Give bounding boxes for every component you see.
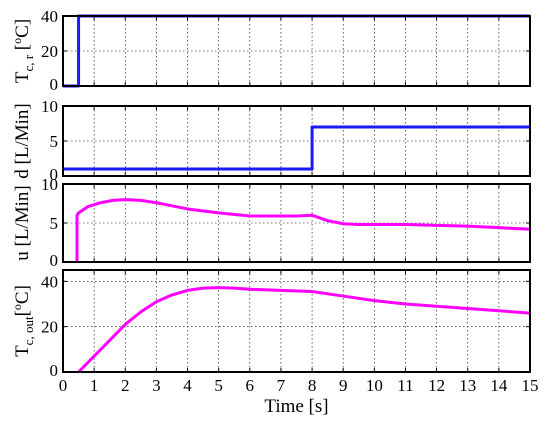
x-tick-label: 0	[59, 376, 68, 395]
y-tick-label: 40	[41, 7, 58, 26]
axes-frame	[62, 15, 531, 87]
axes-frame	[62, 105, 531, 177]
y-axis-label-part: o	[10, 38, 24, 44]
series-line-1	[75, 198, 531, 262]
x-tick-label: 2	[121, 376, 130, 395]
y-axis-label-part: [	[12, 44, 33, 55]
x-tick-label: 3	[152, 376, 161, 395]
y-axis-label: d [L/Min]	[12, 103, 33, 178]
y-axis-label-part: c, out	[21, 316, 36, 345]
y-axis-label-part: T	[12, 71, 33, 83]
series-line-1	[77, 286, 531, 374]
y-axis-label-part: c, r	[21, 54, 36, 71]
y-tick-label: 0	[50, 251, 59, 270]
x-tick-label: 5	[214, 376, 223, 395]
y-tick-label: 0	[50, 75, 59, 94]
panel-1: 0 20 40 Tc, r [oC]	[10, 7, 531, 94]
y-tick-label: 40	[41, 272, 58, 291]
y-axis-label-part: o	[10, 304, 24, 310]
y-axis-label: Tc, r [oC]	[10, 19, 36, 83]
x-tick-label: 9	[339, 376, 348, 395]
x-tick-label: 1	[90, 376, 99, 395]
x-tick-label: 15	[522, 376, 539, 395]
x-tick-label: 13	[459, 376, 476, 395]
x-tick-label: 6	[246, 376, 255, 395]
y-axis-label-part: [	[12, 310, 33, 316]
x-tick-label: 4	[183, 376, 192, 395]
x-tick-label: 7	[277, 376, 286, 395]
panel-3: 0 5 10 u [L/Min]	[12, 175, 531, 270]
y-tick-label: 5	[50, 132, 59, 151]
plot-area	[63, 270, 530, 372]
y-axis-label: Tc, out[oC]	[10, 285, 36, 357]
y-axis-label-part: T	[12, 345, 33, 357]
y-axis-label-part: C]	[12, 285, 33, 304]
y-tick-label: 0	[50, 165, 59, 184]
y-tick-label: 10	[41, 175, 58, 194]
y-axis-label: u [L/Min]	[12, 185, 33, 260]
axes-frame	[62, 269, 531, 373]
x-tick-label: 8	[308, 376, 317, 395]
x-tick-label: 11	[397, 376, 413, 395]
axes-frame	[62, 183, 531, 263]
y-tick-label: 20	[41, 42, 58, 61]
y-tick-label: 20	[41, 318, 58, 337]
x-tick-label: 14	[490, 376, 508, 395]
y-tick-label: 10	[41, 97, 58, 116]
y-axis-label-part: C]	[12, 19, 33, 38]
x-axis-label: Time [s]	[264, 396, 328, 417]
panel-2: 0 5 10 d [L/Min]	[12, 97, 531, 184]
y-tick-label: 0	[50, 361, 59, 380]
y-tick-label: 5	[50, 214, 59, 233]
series-line-1	[63, 125, 530, 171]
x-tick-label: 10	[366, 376, 383, 395]
x-tick-label: 12	[428, 376, 445, 395]
